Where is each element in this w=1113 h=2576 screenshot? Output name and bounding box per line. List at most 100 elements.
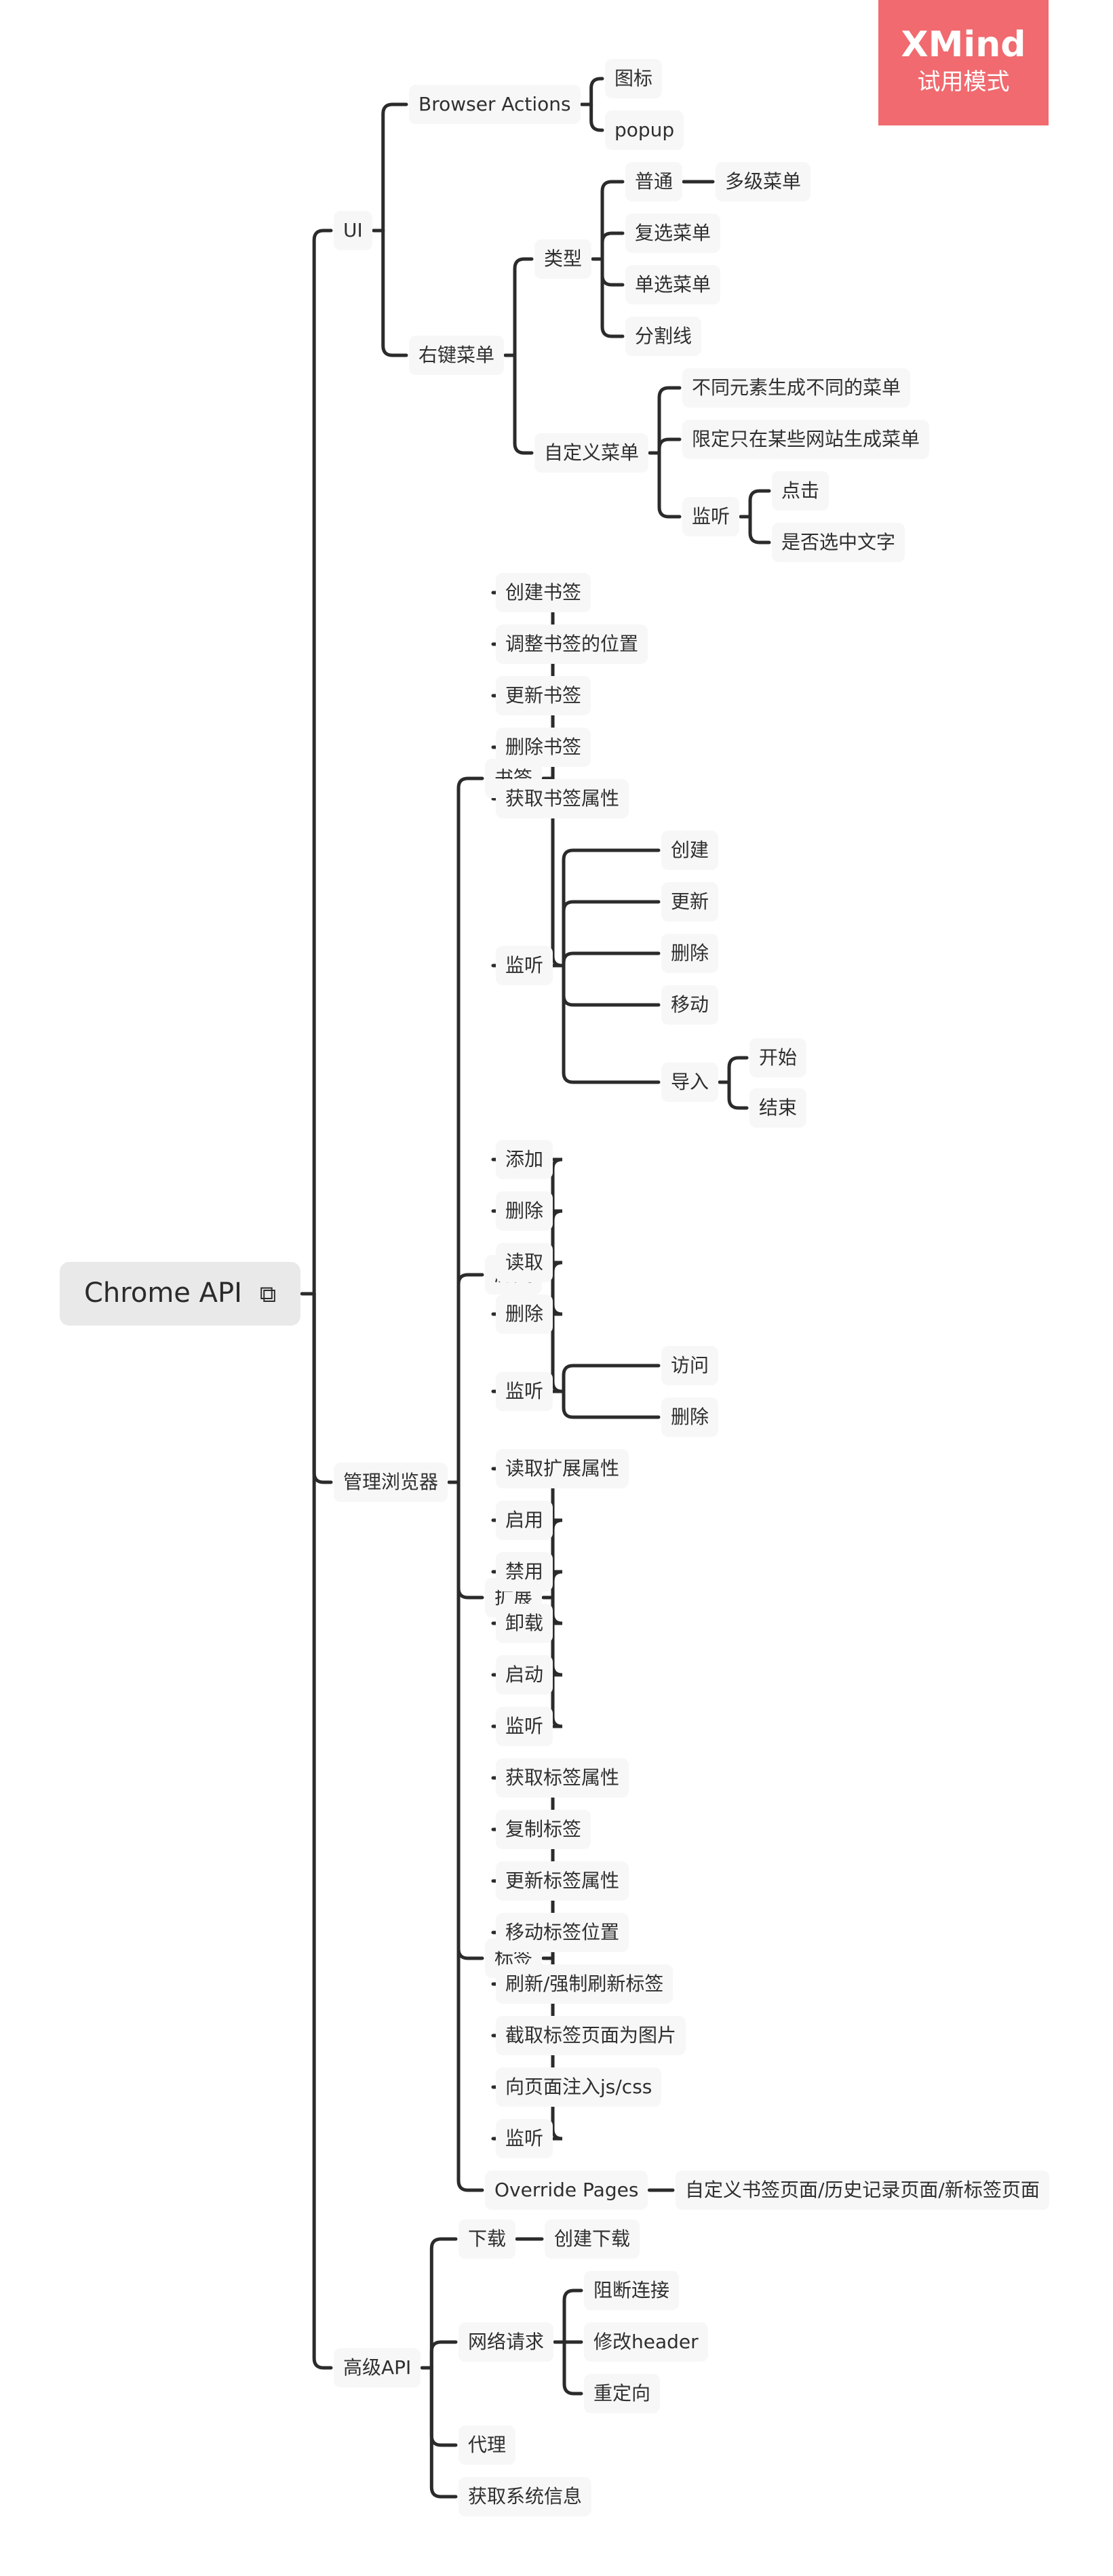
- subtopic-leaf[interactable]: 向页面注入js/css: [496, 2067, 662, 2107]
- topic-node[interactable]: 高级API: [334, 2348, 421, 2387]
- subtopic-leaf[interactable]: 读取扩展属性: [496, 1449, 629, 1488]
- subtopic-leaf[interactable]: 创建书签: [496, 573, 591, 612]
- subtopic-leaf[interactable]: 更新: [661, 882, 719, 922]
- topic-label: 创建书签: [505, 581, 582, 603]
- subtopic-leaf[interactable]: 更新标签属性: [496, 1861, 629, 1901]
- subtopic-leaf[interactable]: 多级菜单: [716, 162, 811, 201]
- subtopic-leaf[interactable]: 复选菜单: [625, 214, 721, 253]
- external-link-icon[interactable]: ⧉: [259, 1281, 277, 1308]
- topic-node[interactable]: 导入: [661, 1063, 719, 1102]
- subtopic-leaf[interactable]: popup: [605, 111, 684, 150]
- subtopic-leaf[interactable]: 截取标签页面为图片: [496, 2016, 686, 2055]
- subtopic-leaf[interactable]: 启用: [496, 1501, 553, 1540]
- topic-label: 复制标签: [505, 1818, 582, 1840]
- topic-label: 是否选中文字: [781, 531, 896, 553]
- topic-label: 监听: [505, 1380, 544, 1402]
- topic-label: 重定向: [593, 2382, 651, 2404]
- subtopic-leaf[interactable]: 获取系统信息: [458, 2477, 592, 2516]
- topic-node[interactable]: Override Pages: [485, 2171, 648, 2210]
- subtopic-leaf[interactable]: 单选菜单: [625, 265, 721, 304]
- connector-line: [589, 77, 604, 106]
- topic-node[interactable]: 普通: [625, 162, 683, 201]
- subtopic-leaf[interactable]: 删除书签: [496, 728, 591, 767]
- topic-label: 自定义菜单: [544, 441, 640, 464]
- subtopic-leaf[interactable]: 监听: [496, 1707, 553, 1746]
- subtopic-leaf[interactable]: 创建下载: [545, 2219, 640, 2259]
- topic-node[interactable]: 监听: [682, 497, 740, 536]
- subtopic-leaf[interactable]: 访问: [661, 1346, 719, 1385]
- subtopic-leaf[interactable]: 重定向: [584, 2374, 661, 2413]
- subtopic-leaf[interactable]: 获取书签属性: [496, 779, 629, 818]
- topic-label: popup: [614, 119, 675, 141]
- topic-node[interactable]: UI: [334, 211, 372, 250]
- topic-label: 开始: [759, 1046, 798, 1069]
- connector-line: [381, 102, 408, 233]
- connector-line: [312, 1292, 333, 2370]
- topic-label: 单选菜单: [635, 273, 711, 296]
- connector-line: [381, 229, 408, 357]
- connector-line: [491, 1157, 563, 1277]
- subtopic-leaf[interactable]: 删除: [496, 1191, 553, 1231]
- connector-line: [562, 2340, 583, 2396]
- subtopic-leaf[interactable]: 读取: [496, 1243, 553, 1282]
- subtopic-leaf[interactable]: 分割线: [625, 317, 702, 356]
- subtopic-leaf[interactable]: 移动: [661, 985, 719, 1025]
- subtopic-leaf[interactable]: 开始: [749, 1038, 807, 1077]
- topic-node[interactable]: 自定义菜单: [534, 433, 649, 473]
- subtopic-leaf[interactable]: 代理: [458, 2425, 516, 2465]
- topic-label: 更新书签: [505, 684, 582, 707]
- subtopic-leaf[interactable]: 移动标签位置: [496, 1913, 629, 1952]
- subtopic-leaf[interactable]: 阻断连接: [584, 2271, 680, 2310]
- topic-node[interactable]: 监听: [496, 946, 553, 985]
- subtopic-leaf[interactable]: 创建: [661, 831, 719, 870]
- topic-label: 读取: [505, 1251, 544, 1273]
- topic-node[interactable]: 管理浏览器: [334, 1463, 448, 1502]
- topic-label: 导入: [671, 1071, 709, 1093]
- topic-node[interactable]: Browser Actions: [409, 85, 581, 124]
- subtopic-leaf[interactable]: 结束: [749, 1088, 807, 1128]
- topic-label: 不同元素生成不同的菜单: [692, 376, 901, 399]
- topic-label: 获取书签属性: [505, 787, 620, 810]
- topic-label: 点击: [781, 479, 820, 502]
- connector-line: [312, 229, 333, 1296]
- subtopic-leaf[interactable]: 调整书签的位置: [496, 625, 648, 664]
- topic-label: 创建下载: [554, 2227, 631, 2250]
- subtopic-leaf[interactable]: 复制标签: [496, 1810, 591, 1849]
- connector-line: [456, 1273, 484, 1484]
- subtopic-leaf[interactable]: 卸载: [496, 1604, 553, 1643]
- connector-line: [312, 1292, 333, 1484]
- topic-node[interactable]: 右键菜单: [409, 336, 505, 375]
- subtopic-leaf[interactable]: 更新书签: [496, 676, 591, 715]
- topic-node[interactable]: 下载: [458, 2219, 516, 2259]
- subtopic-leaf[interactable]: 删除: [496, 1294, 553, 1334]
- subtopic-leaf[interactable]: 不同元素生成不同的菜单: [682, 368, 911, 408]
- connector-line: [456, 1480, 484, 2192]
- subtopic-leaf[interactable]: 添加: [496, 1140, 553, 1179]
- connector-line: [600, 180, 625, 261]
- subtopic-leaf[interactable]: 修改header: [584, 2322, 708, 2362]
- subtopic-leaf[interactable]: 点击: [772, 471, 829, 511]
- topic-label: 监听: [505, 954, 544, 976]
- connector-line: [562, 848, 661, 968]
- subtopic-leaf[interactable]: 监听: [496, 2119, 553, 2158]
- subtopic-leaf[interactable]: 自定义书签页面/历史记录页面/新标签页面: [676, 2171, 1049, 2210]
- subtopic-leaf[interactable]: 启动: [496, 1655, 553, 1695]
- central-topic[interactable]: Chrome API ⧉: [60, 1262, 301, 1326]
- subtopic-leaf[interactable]: 图标: [605, 59, 663, 98]
- topic-label: 代理: [468, 2434, 507, 2456]
- connector-line: [562, 1389, 661, 1419]
- subtopic-leaf[interactable]: 是否选中文字: [772, 523, 905, 562]
- topic-node[interactable]: 监听: [496, 1372, 553, 1411]
- subtopic-leaf[interactable]: 删除: [661, 934, 719, 973]
- subtopic-leaf[interactable]: 删除: [661, 1398, 719, 1437]
- subtopic-leaf[interactable]: 限定只在某些网站生成菜单: [682, 420, 930, 459]
- topic-node[interactable]: 网络请求: [458, 2322, 554, 2362]
- subtopic-leaf[interactable]: 获取标签属性: [496, 1758, 629, 1798]
- topic-node[interactable]: 类型: [534, 239, 592, 279]
- subtopic-leaf[interactable]: 刷新/强制刷新标签: [496, 1964, 673, 2004]
- subtopic-leaf[interactable]: 禁用: [496, 1552, 553, 1591]
- connector-line: [600, 257, 625, 338]
- topic-label: 调整书签的位置: [505, 633, 639, 655]
- topic-label: 复选菜单: [635, 222, 711, 244]
- topic-label: 向页面注入js/css: [505, 2076, 652, 2098]
